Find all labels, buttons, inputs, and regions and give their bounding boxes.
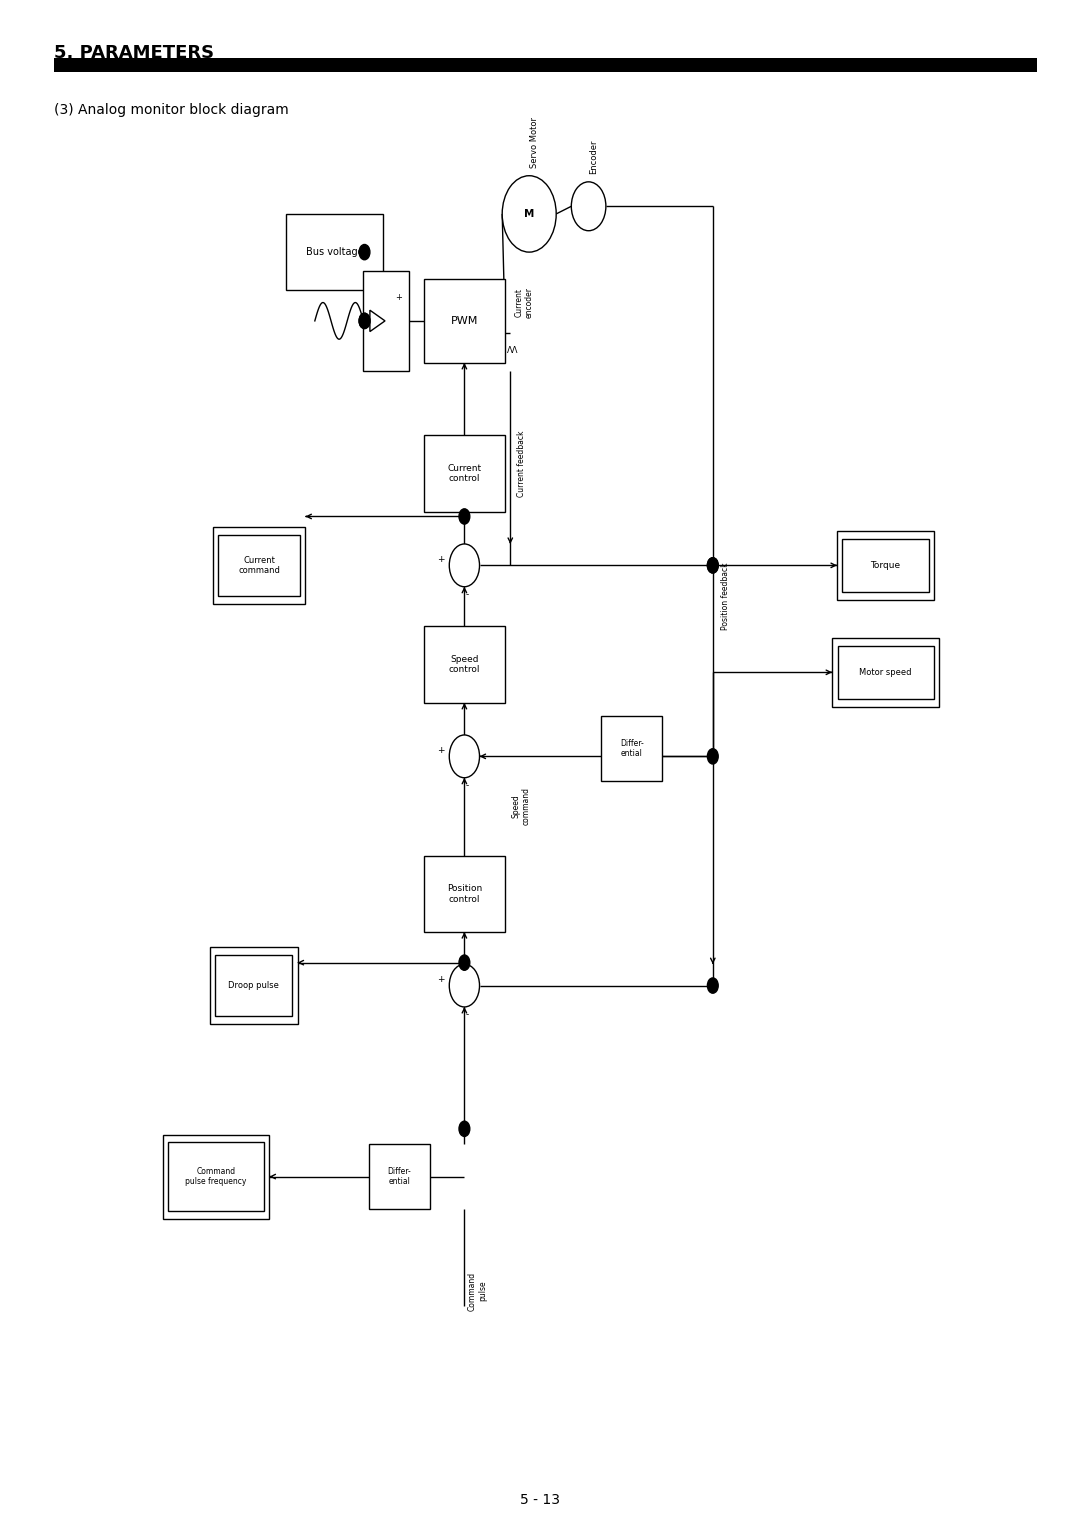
Text: M: M: [524, 209, 535, 219]
Bar: [163, 1134, 270, 1219]
Text: Current feedback: Current feedback: [516, 431, 526, 498]
Circle shape: [707, 749, 718, 764]
Circle shape: [459, 509, 470, 524]
Bar: [168, 1143, 265, 1210]
Bar: [837, 530, 934, 601]
Circle shape: [707, 978, 718, 993]
Bar: [213, 527, 306, 604]
Text: Position
control: Position control: [447, 885, 482, 903]
Text: +: +: [437, 555, 444, 564]
Circle shape: [502, 176, 556, 252]
Bar: [369, 1144, 430, 1209]
Circle shape: [459, 1122, 470, 1137]
Bar: [424, 435, 505, 512]
Text: +: +: [395, 293, 403, 303]
Circle shape: [707, 558, 718, 573]
Bar: [218, 535, 300, 596]
Circle shape: [571, 182, 606, 231]
Circle shape: [707, 558, 718, 573]
Circle shape: [359, 313, 369, 329]
Text: +: +: [437, 975, 444, 984]
Circle shape: [459, 955, 470, 970]
Bar: [286, 214, 383, 290]
Text: 5 - 13: 5 - 13: [519, 1493, 561, 1508]
Text: PWM: PWM: [450, 316, 478, 325]
Text: Current
encoder: Current encoder: [515, 287, 534, 318]
Bar: [424, 626, 505, 703]
Text: Torque: Torque: [870, 561, 901, 570]
Text: Droop pulse: Droop pulse: [228, 981, 280, 990]
Bar: [424, 856, 505, 932]
Text: 5. PARAMETERS: 5. PARAMETERS: [54, 44, 214, 63]
Text: Command
pulse frequency: Command pulse frequency: [186, 1167, 246, 1186]
Text: ΛΛ: ΛΛ: [508, 347, 518, 354]
Circle shape: [449, 735, 480, 778]
Text: +: +: [437, 746, 444, 755]
Text: Speed
control: Speed control: [448, 656, 481, 674]
Text: -: -: [465, 1010, 470, 1019]
Text: Bus voltage: Bus voltage: [306, 248, 364, 257]
Text: Differ-
ential: Differ- ential: [620, 740, 644, 758]
Bar: [838, 645, 933, 698]
Text: Encoder: Encoder: [590, 139, 598, 174]
Bar: [602, 717, 662, 781]
Bar: [842, 538, 929, 591]
Text: Current
control: Current control: [447, 465, 482, 483]
Text: Differ-
ential: Differ- ential: [388, 1167, 411, 1186]
Circle shape: [449, 964, 480, 1007]
Circle shape: [359, 244, 369, 260]
Bar: [424, 278, 505, 364]
Circle shape: [449, 544, 480, 587]
Bar: [215, 955, 292, 1016]
Bar: [363, 272, 408, 370]
Text: -: -: [465, 781, 470, 790]
Text: Command
pulse: Command pulse: [468, 1271, 487, 1311]
Text: -: -: [465, 590, 470, 599]
Text: Speed
command: Speed command: [512, 787, 530, 825]
Bar: [832, 637, 939, 706]
Text: (3) Analog monitor block diagram: (3) Analog monitor block diagram: [54, 102, 288, 118]
Bar: [54, 58, 1037, 72]
Text: Position feedback: Position feedback: [721, 562, 730, 630]
Circle shape: [359, 313, 369, 329]
Bar: [210, 947, 297, 1024]
Text: Current
command: Current command: [239, 556, 280, 575]
Text: Servo Motor: Servo Motor: [530, 118, 539, 168]
Text: Motor speed: Motor speed: [860, 668, 912, 677]
